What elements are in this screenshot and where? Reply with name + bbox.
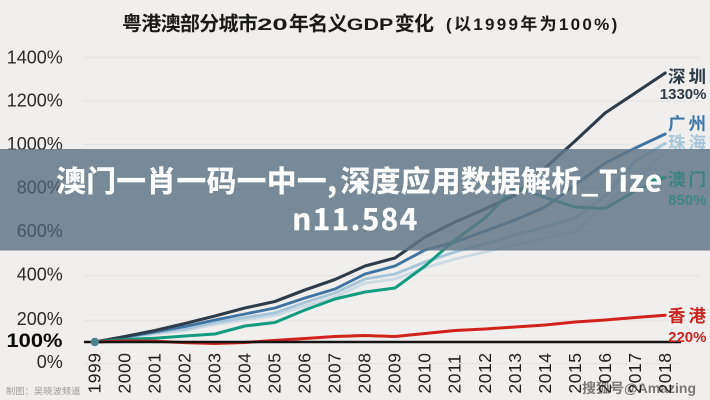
svg-text:2004: 2004 (235, 353, 255, 394)
svg-text:850%: 850% (668, 192, 706, 209)
svg-text:2015: 2015 (565, 353, 585, 394)
svg-text:2007: 2007 (325, 353, 345, 394)
svg-text:2000: 2000 (115, 353, 135, 394)
svg-text:2006: 2006 (295, 353, 315, 394)
svg-text:1999: 1999 (473, 15, 520, 34)
svg-text:GDP: GDP (347, 15, 394, 34)
svg-text:2002: 2002 (175, 353, 195, 394)
svg-text:20: 20 (257, 15, 288, 34)
svg-text:2013: 2013 (505, 353, 525, 394)
svg-text:1000%: 1000% (7, 134, 63, 154)
svg-text:@Amazing: @Amazing (624, 380, 696, 396)
svg-text:2014: 2014 (535, 353, 555, 394)
svg-text:2005: 2005 (265, 353, 285, 394)
svg-text:1999: 1999 (85, 353, 105, 394)
svg-text:1200%: 1200% (7, 90, 63, 110)
svg-text:200%: 200% (17, 309, 63, 329)
svg-text:1400%: 1400% (7, 47, 63, 67)
svg-text:2009: 2009 (385, 353, 405, 394)
svg-text:2003: 2003 (205, 353, 225, 394)
svg-text:1330%: 1330% (660, 86, 707, 103)
svg-text:800%: 800% (17, 177, 63, 197)
svg-text:2018: 2018 (655, 353, 675, 394)
svg-text:400%: 400% (17, 264, 63, 284)
svg-text:(: ( (446, 15, 454, 34)
svg-text:100%: 100% (7, 331, 63, 352)
svg-text:600%: 600% (17, 221, 63, 241)
svg-text:100%): 100%) (559, 15, 620, 34)
svg-text:2010: 2010 (415, 353, 435, 394)
svg-text:2001: 2001 (145, 353, 165, 394)
svg-text:2017: 2017 (625, 353, 645, 394)
svg-text:2012: 2012 (475, 353, 495, 394)
svg-text:2008: 2008 (355, 353, 375, 394)
svg-text:2011: 2011 (445, 354, 465, 394)
svg-text:0%: 0% (37, 352, 63, 372)
svg-text:220%: 220% (668, 329, 706, 346)
